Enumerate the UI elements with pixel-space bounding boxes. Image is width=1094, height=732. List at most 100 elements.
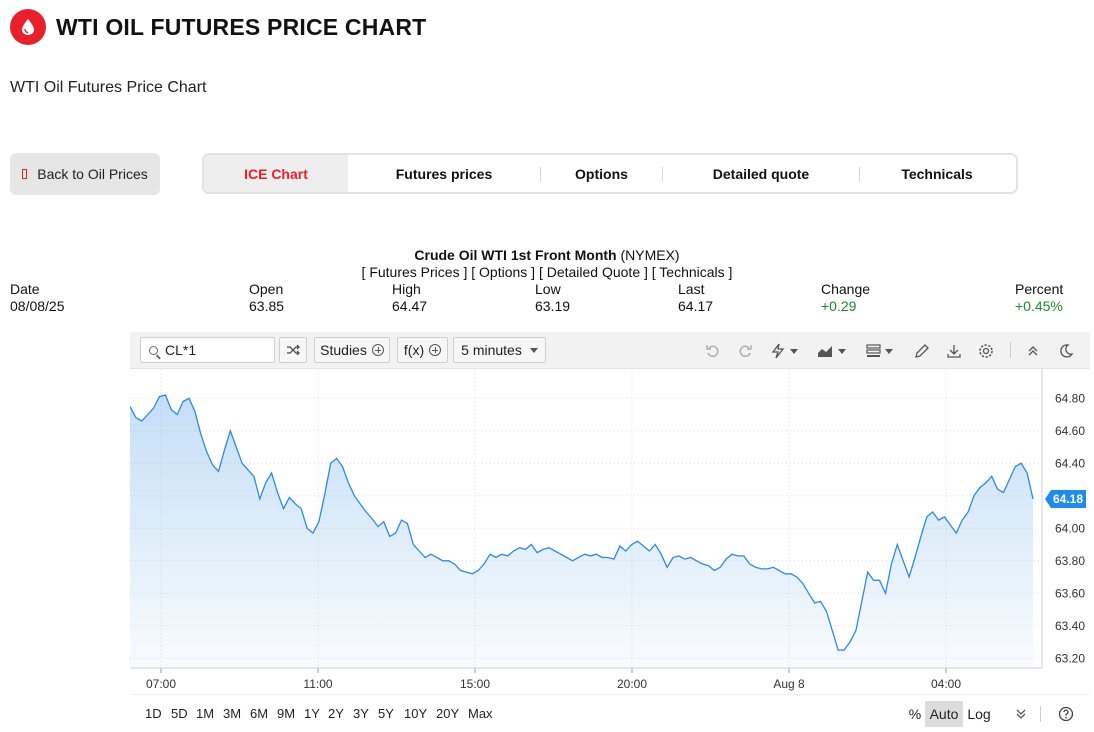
quote-value: 64.47: [392, 298, 428, 314]
chart-toolbar: CL*1 Studies f(x) 5 minutes: [130, 332, 1090, 369]
tab-options[interactable]: Options: [575, 165, 628, 182]
y-tick-label: 63.40: [1055, 619, 1085, 633]
draw-button[interactable]: [914, 341, 930, 361]
shuffle-icon: [287, 344, 300, 356]
range-3m[interactable]: 3M: [223, 706, 242, 721]
events-menu-button[interactable]: [770, 341, 798, 361]
tab-ice-chart[interactable]: ICE Chart: [204, 155, 348, 192]
bottom-divider: [1040, 706, 1041, 722]
quote-links[interactable]: [ Futures Prices ] [ Options ] [ Detaile…: [361, 264, 733, 280]
moon-icon: [1060, 344, 1074, 358]
download-button[interactable]: [946, 341, 962, 361]
last-price-label: 64.18: [1053, 492, 1083, 506]
chevron-down-icon: [838, 348, 846, 354]
y-tick-label: 64.80: [1055, 391, 1085, 405]
interval-label: 5 minutes: [461, 342, 522, 358]
range-6m[interactable]: 6M: [250, 706, 269, 721]
quote-label: Date: [10, 281, 40, 297]
log-scale-button[interactable]: Log: [967, 706, 991, 722]
undo-button[interactable]: [705, 341, 721, 361]
collapse-button[interactable]: [1026, 341, 1040, 361]
percent-scale-button[interactable]: %: [908, 706, 922, 722]
y-tick-label: 64.40: [1055, 456, 1085, 470]
back-button-label: Back to Oil Prices: [37, 166, 148, 182]
layout-menu-button[interactable]: [866, 341, 893, 361]
tab-futures-prices[interactable]: Futures prices: [395, 165, 493, 182]
toolbar-divider: [1010, 342, 1011, 358]
fx-label: f(x): [403, 342, 425, 358]
search-icon: [149, 345, 158, 355]
quote-open: Open 63.85: [249, 281, 284, 315]
quote-label: Last: [678, 281, 705, 297]
quote-high: High 64.47: [392, 281, 427, 315]
quote-label: Open: [249, 281, 284, 297]
range-9m[interactable]: 9M: [277, 706, 296, 721]
chevron-down-icon: [790, 348, 798, 354]
instrument-heading: Crude Oil WTI 1st Front Month (NYMEX): [0, 247, 1094, 263]
x-tick-label: 04:00: [931, 677, 961, 691]
lightning-icon: [771, 343, 785, 359]
last-price-tag: [1045, 490, 1086, 508]
range-5y[interactable]: 5Y: [378, 706, 394, 721]
instrument-name: Crude Oil WTI 1st Front Month: [414, 247, 617, 263]
collapse-icon: [1028, 346, 1038, 356]
add-circle-icon: [429, 344, 442, 356]
range-2y[interactable]: 2Y: [328, 706, 344, 721]
tab-separator: [540, 166, 541, 181]
page-header: WTI OIL FUTURES PRICE CHART: [10, 8, 426, 46]
layout-icon: [866, 344, 881, 357]
range-1y[interactable]: 1Y: [304, 706, 320, 721]
range-20y[interactable]: 20Y: [436, 706, 460, 721]
price-chart[interactable]: 64.8064.6064.4064.2064.0063.8063.6063.40…: [130, 369, 1090, 695]
back-icon: [22, 169, 28, 179]
quote-date: Date 08/08/25: [10, 281, 65, 315]
download-icon: [947, 345, 961, 358]
range-1m[interactable]: 1M: [196, 706, 215, 721]
symbol-search-input[interactable]: CL*1: [140, 337, 275, 363]
redo-icon: [739, 345, 752, 358]
y-tick-label: 64.60: [1055, 424, 1085, 438]
y-tick-label: 63.80: [1055, 554, 1085, 568]
x-tick-label: 15:00: [460, 677, 490, 691]
tab-technicals[interactable]: Technicals: [901, 165, 973, 182]
help-button[interactable]: [1056, 701, 1076, 727]
price-series-line: [130, 394, 1034, 651]
back-to-oil-prices-button[interactable]: Back to Oil Prices: [10, 153, 160, 195]
dark-mode-button[interactable]: [1058, 341, 1074, 361]
y-tick-label: 63.20: [1055, 651, 1085, 665]
range-3y[interactable]: 3Y: [353, 706, 369, 721]
page-title: WTI OIL FUTURES PRICE CHART: [56, 13, 427, 40]
redo-button[interactable]: [737, 341, 753, 361]
tab-separator: [859, 166, 860, 181]
range-10y[interactable]: 10Y: [404, 706, 428, 721]
chevron-down-icon: [885, 348, 893, 354]
quote-low: Low 63.19: [535, 281, 570, 315]
studies-label: Studies: [320, 342, 367, 358]
x-tick-label: Aug 8: [773, 677, 805, 691]
range-1d[interactable]: 1D: [145, 706, 162, 721]
chevron-down-icon: [529, 347, 538, 353]
range-5d[interactable]: 5D: [171, 706, 188, 721]
y-tick-label: 63.60: [1055, 586, 1085, 600]
function-button[interactable]: f(x): [397, 337, 448, 363]
y-tick-label: 64.00: [1055, 521, 1085, 535]
compare-shuffle-button[interactable]: [279, 337, 307, 363]
quote-label: Change: [821, 281, 871, 297]
studies-button[interactable]: Studies: [314, 337, 390, 363]
expand-button[interactable]: [1010, 701, 1032, 727]
quote-label: High: [392, 281, 421, 297]
interval-select[interactable]: 5 minutes: [453, 337, 546, 363]
tab-detailed-quote[interactable]: Detailed quote: [712, 165, 810, 182]
quote-value: 63.19: [535, 298, 571, 314]
chart-type-menu-button[interactable]: [817, 341, 846, 361]
range-max[interactable]: Max: [468, 706, 493, 721]
auto-scale-button[interactable]: Auto: [925, 701, 963, 727]
x-tick-label: 07:00: [146, 677, 176, 691]
gear-icon: [979, 344, 993, 358]
quote-label: Low: [535, 281, 561, 297]
chart-type-icon: [818, 346, 832, 357]
settings-button[interactable]: [978, 341, 994, 361]
quote-value: 08/08/25: [10, 298, 65, 314]
x-tick-label: 20:00: [617, 677, 647, 691]
quote-value: +0.45%: [1015, 298, 1063, 314]
